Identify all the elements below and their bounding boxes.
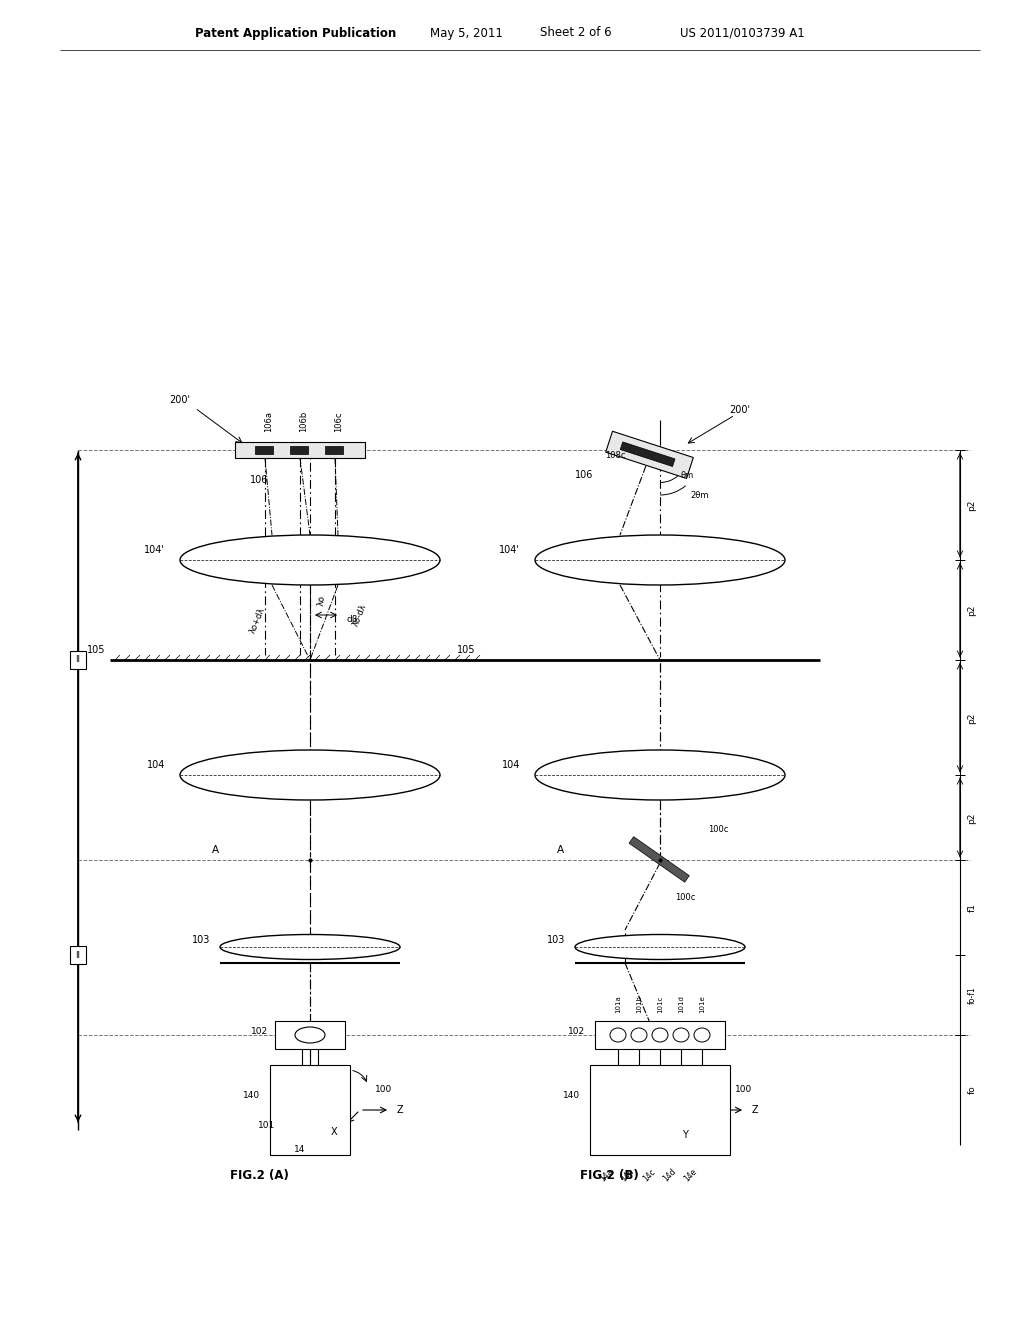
Text: 106a: 106a <box>264 411 273 432</box>
Ellipse shape <box>535 535 785 585</box>
Ellipse shape <box>535 750 785 800</box>
Text: 100c: 100c <box>708 825 728 834</box>
Text: 106: 106 <box>250 475 268 484</box>
Text: 140: 140 <box>243 1090 260 1100</box>
Text: 14b: 14b <box>620 1167 636 1184</box>
Bar <box>70 946 86 964</box>
Text: X: X <box>331 1127 337 1137</box>
Ellipse shape <box>652 1028 668 1041</box>
Text: 101c: 101c <box>657 995 663 1012</box>
Text: 14a: 14a <box>598 1167 615 1184</box>
Text: λo-dλ: λo-dλ <box>351 602 369 627</box>
Ellipse shape <box>610 1028 626 1041</box>
Text: fo: fo <box>968 1085 977 1094</box>
Bar <box>325 446 343 454</box>
Ellipse shape <box>180 535 440 585</box>
Text: 100: 100 <box>375 1085 392 1094</box>
Text: US 2011/0103739 A1: US 2011/0103739 A1 <box>680 26 805 40</box>
Text: 200': 200' <box>170 395 190 405</box>
Text: 101e: 101e <box>699 995 705 1012</box>
Text: 106c: 106c <box>335 412 343 432</box>
Ellipse shape <box>295 1027 325 1043</box>
Text: p2: p2 <box>968 713 977 723</box>
Text: 104': 104' <box>499 545 520 554</box>
Text: May 5, 2011: May 5, 2011 <box>430 26 503 40</box>
Ellipse shape <box>631 1028 647 1041</box>
Bar <box>70 651 86 669</box>
Text: 104: 104 <box>146 760 165 770</box>
Text: 14c: 14c <box>641 1167 657 1183</box>
Text: 108c: 108c <box>605 450 626 459</box>
Text: Z: Z <box>397 1105 403 1115</box>
Text: 102: 102 <box>251 1027 268 1036</box>
Text: 2θm: 2θm <box>691 491 710 499</box>
Text: Sheet 2 of 6: Sheet 2 of 6 <box>540 26 611 40</box>
Bar <box>270 1065 350 1155</box>
Bar <box>255 446 273 454</box>
Ellipse shape <box>673 1028 689 1041</box>
Text: fo-f1: fo-f1 <box>968 986 977 1005</box>
Text: 101a: 101a <box>615 995 621 1012</box>
Ellipse shape <box>220 935 400 960</box>
Text: 103: 103 <box>191 935 210 945</box>
Ellipse shape <box>180 750 440 800</box>
Text: II: II <box>76 656 81 664</box>
Bar <box>290 446 308 454</box>
Bar <box>629 837 689 882</box>
Text: 200': 200' <box>729 405 751 414</box>
Bar <box>590 1065 730 1155</box>
Text: Patent Application Publication: Patent Application Publication <box>195 26 396 40</box>
Text: 105: 105 <box>86 645 105 655</box>
Text: 104: 104 <box>502 760 520 770</box>
Text: Y: Y <box>682 1130 688 1140</box>
Text: θm: θm <box>680 470 693 479</box>
Bar <box>595 1020 725 1049</box>
Bar <box>275 1020 345 1049</box>
Text: 104': 104' <box>144 545 165 554</box>
Text: FIG.2 (A): FIG.2 (A) <box>230 1168 289 1181</box>
Ellipse shape <box>575 935 745 960</box>
Text: 106b: 106b <box>299 411 308 432</box>
Text: p2: p2 <box>968 812 977 824</box>
Text: λo+dλ: λo+dλ <box>249 606 267 635</box>
Ellipse shape <box>694 1028 710 1041</box>
Text: p2: p2 <box>968 605 977 615</box>
Text: 100: 100 <box>735 1085 753 1094</box>
Text: p2: p2 <box>968 499 977 511</box>
Text: 14: 14 <box>294 1146 305 1155</box>
Text: A: A <box>556 845 563 855</box>
Text: Z: Z <box>752 1105 759 1115</box>
Text: 103: 103 <box>547 935 565 945</box>
Bar <box>606 432 693 478</box>
Text: 101d: 101d <box>678 995 684 1012</box>
Text: dβ: dβ <box>346 615 357 624</box>
Text: 14d: 14d <box>662 1167 678 1184</box>
Text: 100c: 100c <box>675 894 695 903</box>
Bar <box>234 442 365 458</box>
Text: 101b: 101b <box>636 995 642 1012</box>
Text: 14e: 14e <box>683 1167 699 1184</box>
Bar <box>621 442 675 466</box>
Text: 105: 105 <box>457 645 475 655</box>
Text: λo: λo <box>317 594 327 606</box>
Text: 106: 106 <box>575 470 593 480</box>
Text: A: A <box>211 845 218 855</box>
Text: f1: f1 <box>968 903 977 912</box>
Text: II: II <box>76 950 81 960</box>
Text: 101: 101 <box>258 1121 275 1130</box>
Text: 140: 140 <box>563 1090 580 1100</box>
Text: 102: 102 <box>568 1027 585 1036</box>
Text: FIG.2 (B): FIG.2 (B) <box>580 1168 639 1181</box>
